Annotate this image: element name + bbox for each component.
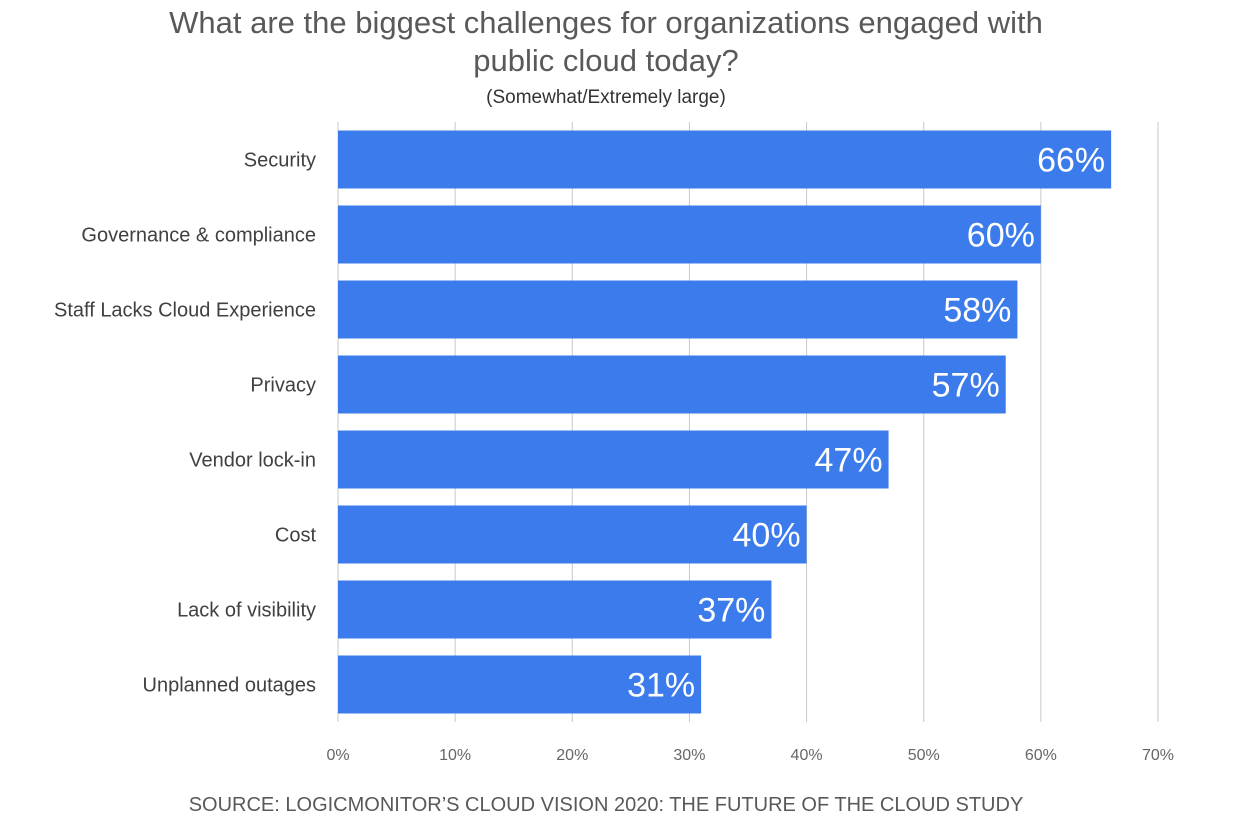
category-label: Vendor lock-in (189, 450, 316, 472)
x-tick-label: 40% (791, 747, 823, 764)
x-tick-label: 50% (908, 747, 940, 764)
value-label: 66% (1037, 142, 1105, 180)
value-label: 47% (815, 442, 883, 480)
value-label: 31% (627, 667, 695, 705)
x-tick-label: 60% (1025, 747, 1057, 764)
x-tick-label: 20% (556, 747, 588, 764)
value-label: 58% (943, 292, 1011, 330)
category-label: Lack of visibility (177, 600, 316, 622)
bar (338, 505, 807, 564)
category-label: Cost (275, 525, 317, 547)
bar (338, 580, 772, 639)
bar-chart: Security Governance & compliance Staff Lac… (54, 122, 1174, 764)
chart-title-line-2: public cloud today? (473, 43, 739, 78)
bar (338, 280, 1018, 339)
value-label: 60% (967, 217, 1035, 255)
chart-title-line-1: What are the biggest challenges for orga… (169, 5, 1043, 40)
chart-subtitle: (Somewhat/Extremely large) (486, 87, 726, 108)
bar (338, 355, 1006, 414)
x-tick-label: 30% (673, 747, 705, 764)
category-label: Staff Lacks Cloud Experience (54, 300, 316, 322)
value-label: 37% (697, 592, 765, 630)
category-label: Unplanned outages (143, 675, 316, 697)
x-axis-ticks: 0% 10% 20% 30% 40% 50% 60% 70% (326, 747, 1174, 764)
category-label: Governance & compliance (81, 225, 316, 247)
category-labels: Security Governance & compliance Staff Lac… (54, 150, 316, 697)
value-label: 40% (733, 517, 801, 555)
category-label: Security (244, 150, 316, 172)
bar (338, 655, 702, 714)
bar (338, 205, 1041, 264)
category-label: Privacy (250, 375, 316, 397)
bar (338, 430, 889, 489)
value-labels: 66%60% 58% 57% 47% 40% 37%31% (627, 142, 1105, 705)
bar (338, 130, 1112, 189)
bars (338, 130, 1112, 714)
x-tick-label: 0% (326, 747, 349, 764)
source-note: SOURCE: LOGICMONITOR’S CLOUD VISION 2020… (188, 794, 1024, 816)
chart-title: What are the biggest challenges for orga… (0, 4, 1212, 80)
value-label: 57% (932, 367, 1000, 405)
x-tick-label: 10% (439, 747, 471, 764)
x-tick-label: 70% (1142, 747, 1174, 764)
